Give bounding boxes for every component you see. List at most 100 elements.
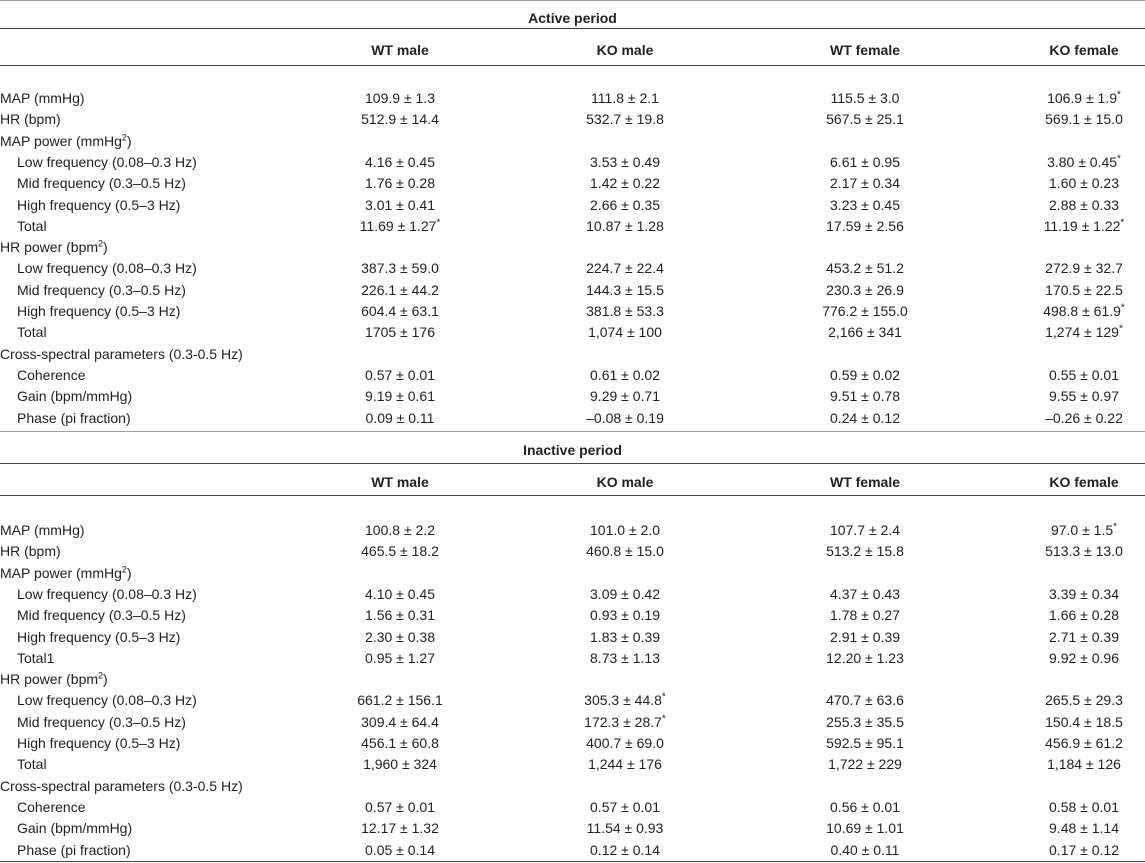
table-row: Gain (bpm/mmHg) 12.17 ± 1.32 11.54 ± 0.93 1… [0, 818, 1145, 838]
table-row: Cross-spectral parameters (0.3-0.5 Hz) [0, 776, 1145, 796]
cell-value: 0.59 ± 0.02 [830, 366, 900, 383]
table-cell: 4.10 ± 0.45 [300, 584, 500, 604]
table-cell: 512.9 ± 14.4 [300, 109, 500, 129]
cell-value: 10.69 ± 1.01 [826, 820, 904, 837]
cell-value: 3.01 ± 0.41 [365, 196, 435, 213]
cell-value: 272.9 ± 32.7 [1045, 260, 1123, 277]
column-header: KO female [1049, 42, 1119, 58]
cell-value: 17.59 ± 2.56 [826, 217, 904, 234]
row-label: Total1 [17, 648, 54, 668]
table-cell: 1.76 ± 0.28 [300, 173, 500, 193]
cell-value: 2.91 ± 0.39 [830, 628, 900, 645]
table-cell: 265.5 ± 29.3 [984, 690, 1145, 710]
column-header-row: WT male KO male WT female KO female [0, 40, 1145, 60]
table-cell: –0.08 ± 0.19 [525, 408, 725, 428]
table-cell: 498.8 ± 61.9* [984, 301, 1145, 321]
table-cell: 12.20 ± 1.23 [765, 648, 965, 668]
table-cell: 106.9 ± 1.9* [984, 88, 1145, 108]
row-label: Coherence [17, 797, 86, 817]
row-label-text: High frequency (0.5–3 Hz) [17, 303, 181, 319]
table-row: Total1 0.95 ± 1.27 8.73 ± 1.13 12.20 ± 1.23… [0, 648, 1145, 668]
table-row: Low frequency (0.08–0.3 Hz) 4.16 ± 0.45 3.… [0, 152, 1145, 172]
table-row: HR power (bpm2) [0, 237, 1145, 257]
table-cell: 1,184 ± 126 [984, 754, 1145, 774]
cell-value: 2.17 ± 0.34 [830, 175, 900, 192]
table-cell: 1.42 ± 0.22 [525, 173, 725, 193]
table-cell: 11.69 ± 1.27* [300, 216, 500, 236]
cell-value: 567.5 ± 25.1 [826, 111, 904, 128]
table-cell: 0.55 ± 0.01 [984, 365, 1145, 385]
table-cell: 309.4 ± 64.4 [300, 712, 500, 732]
table-cell: 111.8 ± 2.1 [525, 88, 725, 108]
table-row: Cross-spectral parameters (0.3-0.5 Hz) [0, 344, 1145, 364]
column-header: WT male [371, 474, 429, 490]
row-label-suffix: ) [126, 132, 132, 149]
cell-value: 387.3 ± 59.0 [361, 260, 439, 277]
table-cell: 226.1 ± 44.2 [300, 280, 500, 300]
row-label-text: Mid frequency (0.3–0.5 Hz) [17, 175, 186, 192]
table-cell: 453.2 ± 51.2 [765, 258, 965, 278]
row-label-text: Total [17, 217, 47, 234]
table-row: Mid frequency (0.3–0.5 Hz) 1.76 ± 0.28 1.4… [0, 173, 1145, 193]
significance-marker: * [1120, 217, 1125, 229]
row-label: Mid frequency (0.3–0.5 Hz) [17, 280, 186, 300]
table-row: Phase (pi fraction) 0.09 ± 0.11 –0.08 ± 0.… [0, 408, 1145, 428]
row-label-text: Mid frequency (0.3–0.5 Hz) [17, 713, 186, 730]
table-cell: 1705 ± 176 [300, 322, 500, 342]
table-cell: 17.59 ± 2.56 [765, 216, 965, 236]
row-label-text: High frequency (0.5–3 Hz) [17, 628, 181, 645]
row-label-suffix: ) [103, 239, 108, 256]
significance-marker: * [1117, 89, 1121, 101]
cell-value: 1,244 ± 176 [588, 756, 662, 773]
significance-marker: * [1118, 323, 1123, 335]
cell-value: 470.7 ± 63.6 [826, 692, 904, 709]
table-cell: 387.3 ± 59.0 [300, 258, 500, 278]
row-label: High frequency (0.5–3 Hz) [17, 733, 180, 753]
cell-value: 381.8 ± 53.3 [586, 303, 664, 319]
cell-value: 106.9 ± 1.9 [1047, 90, 1118, 106]
table-row: Phase (pi fraction) 0.05 ± 0.14 0.12 ± 0.1… [0, 840, 1145, 860]
table-cell: 604.4 ± 63.1 [300, 301, 500, 321]
cell-value: 1,722 ± 229 [828, 756, 902, 773]
table-cell: 465.5 ± 18.2 [300, 541, 500, 561]
cell-value: 97.0 ± 1.5 [1050, 522, 1114, 538]
cell-value: 661.2 ± 156.1 [357, 692, 443, 709]
cell-value: 0.55 ± 0.01 [1049, 366, 1119, 383]
table-cell: 0.93 ± 0.19 [525, 605, 725, 625]
table-cell: 456.9 ± 61.2 [984, 733, 1145, 753]
table-cell: 11.19 ± 1.22* [984, 216, 1145, 236]
row-label-text: Low frequency (0.08–0.3 Hz) [17, 692, 197, 709]
cell-value: 9.55 ± 0.97 [1049, 388, 1119, 405]
cell-value: 0.57 ± 0.01 [590, 798, 660, 815]
table-cell: 3.23 ± 0.45 [765, 195, 965, 215]
cell-value: 150.4 ± 18.5 [1045, 713, 1123, 730]
table-cell: 0.57 ± 0.01 [300, 797, 500, 817]
table-row: Total 1705 ± 176 1,074 ± 100 2,166 ± 341 1,2… [0, 322, 1145, 342]
table-row: Low frequency (0.08–0.3 Hz) 387.3 ± 59.0 2… [0, 258, 1145, 278]
cell-value: 2.66 ± 0.35 [590, 196, 660, 213]
cell-value: 2.88 ± 0.33 [1049, 196, 1119, 213]
table-cell: 1.60 ± 0.23 [984, 173, 1145, 193]
table-cell: 532.7 ± 19.8 [525, 109, 725, 129]
cell-value: 305.3 ± 44.8 [584, 692, 662, 709]
table-cell: 11.54 ± 0.93 [525, 818, 725, 838]
table-cell: 2,166 ± 341 [765, 322, 965, 342]
cell-value: 230.3 ± 26.9 [826, 281, 904, 298]
row-label: High frequency (0.5–3 Hz) [17, 195, 180, 215]
table-cell: 0.95 ± 1.27 [300, 648, 500, 668]
row-label: HR power (bpm2) [0, 669, 108, 689]
column-header-row: WT male KO male WT female KO female [0, 472, 1145, 492]
cell-value: 224.7 ± 22.4 [586, 260, 664, 277]
row-label-text: Mid frequency (0.3–0.5 Hz) [17, 281, 186, 298]
cell-value: 1.83 ± 0.39 [590, 628, 660, 645]
table-row: Mid frequency (0.3–0.5 Hz) 226.1 ± 44.2 14… [0, 280, 1145, 300]
table-rule [0, 28, 1145, 29]
significance-marker: * [1120, 302, 1125, 314]
table-row: Gain (bpm/mmHg) 9.19 ± 0.61 9.29 ± 0.71 9.5… [0, 386, 1145, 406]
cell-value: 0.95 ± 1.27 [365, 649, 435, 666]
cell-value: 111.8 ± 2.1 [591, 90, 659, 106]
cell-value: 460.8 ± 15.0 [586, 543, 664, 560]
row-label: Phase (pi fraction) [17, 408, 131, 428]
table-cell: 172.3 ± 28.7* [525, 712, 725, 732]
table-cell: 1,274 ± 129* [984, 322, 1145, 342]
